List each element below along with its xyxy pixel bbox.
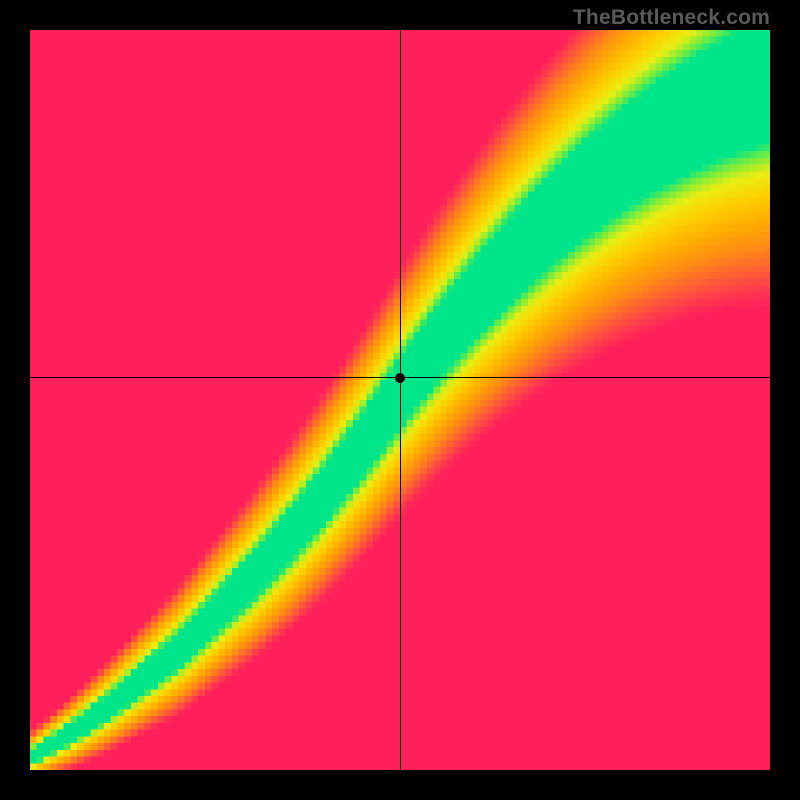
marker-dot xyxy=(395,373,405,383)
crosshair-vertical xyxy=(400,30,401,770)
heatmap-plot xyxy=(30,30,770,770)
watermark-text: TheBottleneck.com xyxy=(573,6,770,30)
